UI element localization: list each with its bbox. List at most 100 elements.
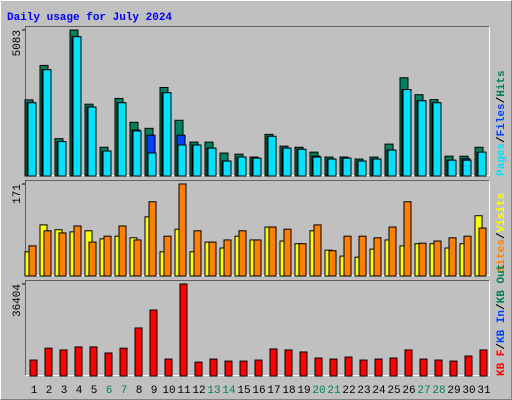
bar (448, 237, 457, 277)
bar (432, 102, 442, 177)
legend-separator: / (496, 136, 508, 143)
bar (134, 327, 143, 377)
x-tick-label: 23 (357, 385, 370, 397)
bar (177, 144, 187, 177)
bar (193, 230, 202, 277)
x-tick-label: 12 (192, 385, 205, 397)
bar (283, 228, 292, 277)
legend-entry: KB In (496, 310, 508, 343)
bar (222, 160, 232, 177)
bar (43, 230, 52, 277)
bar (477, 151, 487, 177)
bar (147, 152, 157, 177)
legend-entry: Sites (496, 239, 508, 272)
x-tick-label: 11 (177, 385, 191, 397)
legend: Pages/Files/Hits (496, 70, 508, 176)
x-tick-label: 5 (91, 385, 98, 397)
bar (433, 240, 442, 277)
x-tick-label: 18 (282, 385, 295, 397)
bar (132, 130, 142, 177)
bar (254, 359, 263, 377)
x-tick-label: 30 (462, 385, 475, 397)
x-tick-label: 14 (222, 385, 236, 397)
x-tick-label: 21 (327, 385, 341, 397)
bar (148, 201, 157, 277)
legend-entry: KB Out (496, 264, 508, 304)
plot-bevel-dark (25, 280, 490, 376)
x-tick-label: 10 (162, 385, 175, 397)
legend: Sites/Visits (496, 193, 508, 272)
bar (72, 36, 82, 177)
x-tick-label: 17 (267, 385, 280, 397)
bar (389, 357, 398, 377)
bar (417, 100, 427, 177)
bar (179, 283, 188, 377)
bar (462, 159, 472, 177)
bar (133, 239, 142, 277)
legend-separator: / (496, 343, 508, 350)
bar (192, 144, 202, 177)
bar (59, 349, 68, 377)
bar (312, 156, 322, 177)
x-tick-label: 29 (447, 385, 460, 397)
bar (447, 159, 457, 177)
bar (297, 148, 307, 177)
legend-entry: Visits (496, 193, 508, 233)
bar (44, 347, 53, 377)
bar (464, 355, 473, 377)
bar (373, 237, 382, 277)
legend-entry: KB F (496, 350, 508, 376)
legend-entry: Files (496, 103, 508, 136)
bar (57, 141, 67, 177)
bar (314, 357, 323, 377)
x-tick-label: 15 (237, 385, 250, 397)
bar (237, 156, 247, 177)
bar (463, 235, 472, 277)
x-tick-label: 26 (402, 385, 415, 397)
bar (88, 241, 97, 277)
legend-separator: / (496, 96, 508, 103)
bar (104, 352, 113, 377)
bar (28, 245, 37, 277)
bar (223, 239, 232, 277)
x-tick-label: 19 (297, 385, 310, 397)
bar (118, 225, 127, 277)
bar (387, 149, 397, 177)
bar (178, 183, 187, 277)
legend-entry: Hits (496, 70, 508, 96)
bar (357, 160, 367, 177)
x-tick-label: 20 (312, 385, 325, 397)
bar (342, 157, 352, 177)
bar (328, 250, 337, 277)
bar (282, 147, 292, 177)
legend: KB F/KB In/KB Out (496, 264, 508, 376)
bar (29, 359, 38, 377)
bar (27, 102, 37, 177)
bar (239, 360, 248, 377)
bar (73, 225, 82, 277)
bar (89, 346, 98, 377)
bar (209, 358, 218, 377)
bar (119, 347, 128, 377)
y-tick-label: 36404 (12, 284, 24, 317)
bar (374, 358, 383, 377)
x-tick-label: 13 (207, 385, 220, 397)
bar (344, 356, 353, 377)
x-tick-label: 7 (121, 385, 128, 397)
x-tick-label: 8 (136, 385, 143, 397)
bar (299, 351, 308, 377)
bar (313, 224, 322, 277)
bar (284, 349, 293, 377)
bar (162, 92, 172, 177)
legend-separator: / (496, 303, 508, 310)
bar (419, 358, 428, 377)
bar (103, 235, 112, 277)
bar (74, 346, 83, 377)
bar (42, 69, 52, 177)
legend-separator: / (496, 232, 508, 239)
bar (253, 239, 262, 277)
bar (268, 226, 277, 277)
bar (117, 102, 127, 177)
x-tick-label: 22 (342, 385, 355, 397)
bar (298, 243, 307, 277)
